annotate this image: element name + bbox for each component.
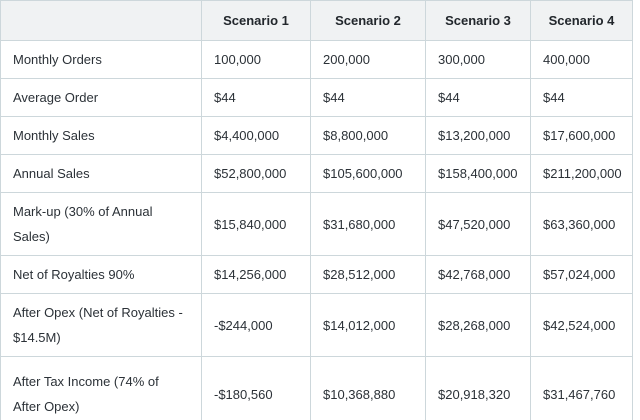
cell: -$180,560: [201, 356, 311, 420]
row-label: Monthly Sales: [0, 116, 202, 155]
row-label: Mark-up (30% of Annual Sales): [0, 192, 202, 256]
cell: 400,000: [530, 40, 633, 79]
row-label: Average Order: [0, 78, 202, 117]
cell: $158,400,000: [425, 154, 531, 193]
cell: $44: [310, 78, 426, 117]
table-row: After Opex (Net of Royalties - $14.5M) -…: [0, 293, 633, 357]
table-row: Annual Sales $52,800,000 $105,600,000 $1…: [0, 154, 633, 193]
cell: $4,400,000: [201, 116, 311, 155]
cell: $42,524,000: [530, 293, 633, 357]
cell: $57,024,000: [530, 255, 633, 294]
table-row: Monthly Orders 100,000 200,000 300,000 4…: [0, 40, 633, 79]
cell: $20,918,320: [425, 356, 531, 420]
cell: $13,200,000: [425, 116, 531, 155]
cell: $47,520,000: [425, 192, 531, 256]
table-row: Net of Royalties 90% $14,256,000 $28,512…: [0, 255, 633, 294]
cell: 300,000: [425, 40, 531, 79]
table-row: After Tax Income (74% of After Opex) -$1…: [0, 356, 633, 420]
cell: $14,012,000: [310, 293, 426, 357]
cell: $42,768,000: [425, 255, 531, 294]
cell: $44: [201, 78, 311, 117]
cell: $31,467,760: [530, 356, 633, 420]
header-cell-scenario-2: Scenario 2: [310, 0, 426, 41]
table-header-row: Scenario 1 Scenario 2 Scenario 3 Scenari…: [0, 0, 633, 41]
row-label: After Opex (Net of Royalties - $14.5M): [0, 293, 202, 357]
row-label: Annual Sales: [0, 154, 202, 193]
row-label: Net of Royalties 90%: [0, 255, 202, 294]
header-cell-scenario-3: Scenario 3: [425, 0, 531, 41]
header-cell-blank: [0, 0, 202, 41]
cell: $63,360,000: [530, 192, 633, 256]
cell: $17,600,000: [530, 116, 633, 155]
cell: $28,268,000: [425, 293, 531, 357]
table-row: Monthly Sales $4,400,000 $8,800,000 $13,…: [0, 116, 633, 155]
header-cell-scenario-1: Scenario 1: [201, 0, 311, 41]
table-row: Average Order $44 $44 $44 $44: [0, 78, 633, 117]
cell: 100,000: [201, 40, 311, 79]
cell: $52,800,000: [201, 154, 311, 193]
table-row: Mark-up (30% of Annual Sales) $15,840,00…: [0, 192, 633, 256]
cell: $211,200,000: [530, 154, 633, 193]
row-label: After Tax Income (74% of After Opex): [0, 356, 202, 420]
cell: -$244,000: [201, 293, 311, 357]
cell: 200,000: [310, 40, 426, 79]
cell: $28,512,000: [310, 255, 426, 294]
cell: $105,600,000: [310, 154, 426, 193]
cell: $14,256,000: [201, 255, 311, 294]
header-cell-scenario-4: Scenario 4: [530, 0, 633, 41]
cell: $10,368,880: [310, 356, 426, 420]
cell: $31,680,000: [310, 192, 426, 256]
row-label: Monthly Orders: [0, 40, 202, 79]
cell: $15,840,000: [201, 192, 311, 256]
cell: $44: [530, 78, 633, 117]
cell: $44: [425, 78, 531, 117]
cell: $8,800,000: [310, 116, 426, 155]
